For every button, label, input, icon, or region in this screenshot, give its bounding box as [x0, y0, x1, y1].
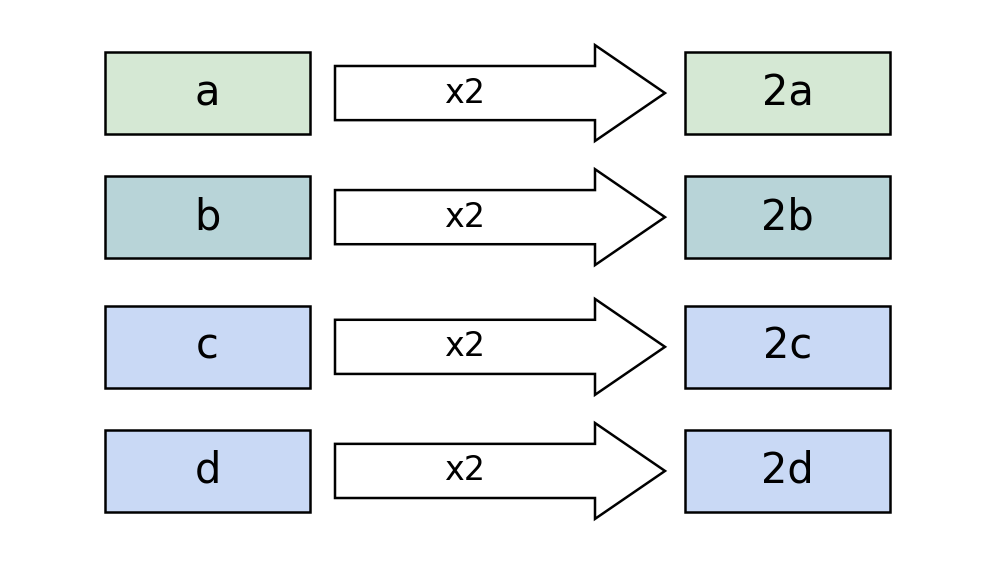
Text: 2b: 2b: [761, 196, 814, 238]
Polygon shape: [335, 423, 665, 519]
Bar: [685, 176, 890, 258]
Polygon shape: [335, 299, 665, 395]
Text: x2: x2: [444, 201, 486, 233]
Text: 2a: 2a: [762, 72, 813, 114]
Bar: [685, 306, 890, 388]
Text: 2d: 2d: [761, 450, 814, 492]
Text: d: d: [194, 450, 221, 492]
Text: x2: x2: [444, 455, 486, 487]
Bar: [105, 52, 310, 134]
Bar: [685, 52, 890, 134]
Polygon shape: [335, 169, 665, 265]
Text: a: a: [195, 72, 220, 114]
Polygon shape: [335, 45, 665, 141]
Bar: [105, 430, 310, 512]
Text: x2: x2: [444, 77, 486, 109]
Text: x2: x2: [444, 331, 486, 363]
Text: 2c: 2c: [763, 326, 812, 368]
Bar: [685, 430, 890, 512]
Text: c: c: [196, 326, 219, 368]
Bar: [105, 306, 310, 388]
Text: b: b: [194, 196, 221, 238]
Bar: [105, 176, 310, 258]
